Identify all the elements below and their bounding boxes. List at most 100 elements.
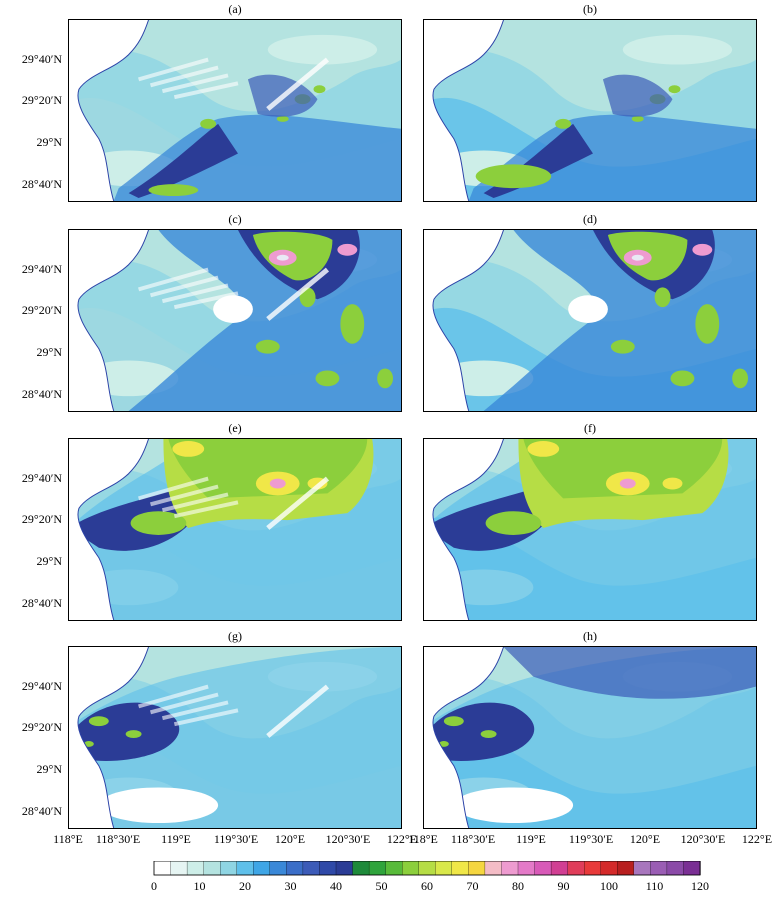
intense-cell (276, 254, 289, 261)
colorbar-segment (170, 861, 188, 876)
precip-region (602, 74, 673, 117)
longitude-label: 122°E (741, 832, 773, 846)
colorbar-segment (683, 861, 701, 876)
latitude-label: 29°40′N (21, 471, 62, 485)
precip-features (483, 230, 756, 411)
river-line (77, 20, 149, 201)
longitude-label: 118°E (53, 832, 83, 846)
intense-cell (337, 243, 358, 256)
longitude-label: 122°E (386, 832, 418, 846)
river-line (77, 439, 149, 620)
latitude-label: 29°N (36, 762, 62, 776)
light-patch (622, 34, 733, 65)
rain-cell (377, 368, 394, 389)
latitude-label: 28°40′N (21, 387, 62, 401)
dry-patch (568, 295, 608, 323)
latitude-label: 29°40′N (21, 52, 62, 66)
colorbar-segment (203, 861, 221, 876)
colorbar-segment (517, 861, 536, 876)
western-land (69, 647, 149, 828)
beam-streak (150, 65, 219, 88)
intense-cell (631, 254, 644, 261)
rain-cell (668, 85, 681, 94)
longitude-label: 118°30′E (95, 832, 141, 846)
longitude-label: 120°E (274, 832, 306, 846)
precip-features (69, 439, 401, 620)
rain-cell (670, 370, 695, 387)
beam-streak (138, 267, 209, 292)
rain-cell (313, 85, 326, 94)
intense-cell (662, 477, 683, 490)
rain-cell (610, 339, 635, 354)
map-canvas (69, 647, 401, 828)
latitude-label: 29°20′N (21, 93, 62, 107)
colorbar-segment (435, 861, 453, 876)
panel-title: (f) (584, 421, 596, 435)
colorbar-segment (269, 861, 288, 876)
colorbar-segment (584, 861, 602, 876)
panel-title: (a) (228, 2, 242, 16)
map-canvas (424, 20, 756, 201)
longitude-label: 119°E (516, 832, 546, 846)
rain-cell (83, 740, 94, 747)
longitude-label: 118°30′E (450, 832, 496, 846)
panel-title: (c) (228, 212, 242, 226)
colorbar-segment (402, 861, 420, 876)
colorbar-segment (600, 861, 618, 876)
beam-streak (266, 476, 330, 530)
heavy-rain-core (128, 123, 238, 199)
colorbar-segment (567, 861, 585, 876)
latitude-label: 29°20′N (21, 303, 62, 317)
rain-cell (475, 164, 552, 189)
longitude-label: 119°E (161, 832, 191, 846)
beam-streak (150, 275, 219, 298)
western-land (424, 20, 504, 201)
rain-cell (443, 716, 464, 727)
rain-cell (125, 730, 142, 738)
colorbar-segment (650, 861, 668, 876)
colorbar-tick-label: 120 (691, 879, 709, 893)
beam-streak (161, 283, 229, 304)
precip-features (468, 74, 756, 201)
colorbar-tick-label: 70 (466, 879, 479, 893)
colorbar-segment (319, 861, 337, 876)
intense-cell (619, 478, 636, 489)
longitude-label: 119°30′E (213, 832, 259, 846)
river-line (432, 439, 504, 620)
colorbar-segment (451, 861, 470, 876)
rain-cell (732, 368, 749, 389)
beam-streak (150, 484, 219, 507)
map-canvas (424, 230, 756, 411)
beam-streak (173, 81, 239, 100)
colorbar-segment (335, 861, 354, 876)
precip-region (113, 114, 401, 201)
intense-cell (692, 243, 713, 256)
precip-features (69, 647, 401, 828)
colorbar-segment (484, 861, 503, 876)
rain-cell (315, 370, 340, 387)
western-land (424, 439, 504, 620)
intense-cell (172, 440, 205, 457)
rain-cell (695, 304, 720, 344)
colorbar-segment (468, 861, 486, 876)
map-panel (423, 646, 757, 829)
colorbar-tick-label: 60 (421, 879, 433, 893)
river-line (77, 230, 149, 411)
latitude-label: 28°40′N (21, 804, 62, 818)
map-panel (68, 19, 402, 202)
map-canvas (424, 439, 756, 620)
western-land (424, 230, 504, 411)
intense-cell (527, 440, 560, 457)
colorbar-segment (236, 861, 254, 876)
latitude-label: 29°N (36, 135, 62, 149)
colorbar-border (153, 861, 701, 876)
map-panel (423, 229, 757, 412)
rain-cell (555, 118, 572, 129)
colorbar-tick-label: 90 (557, 879, 570, 893)
latitude-label: 29°40′N (21, 262, 62, 276)
rain-cell (276, 115, 289, 122)
rain-cell (255, 339, 280, 354)
map-canvas (69, 439, 401, 620)
longitude-label: 118°E (408, 832, 438, 846)
rain-cell (654, 287, 671, 308)
